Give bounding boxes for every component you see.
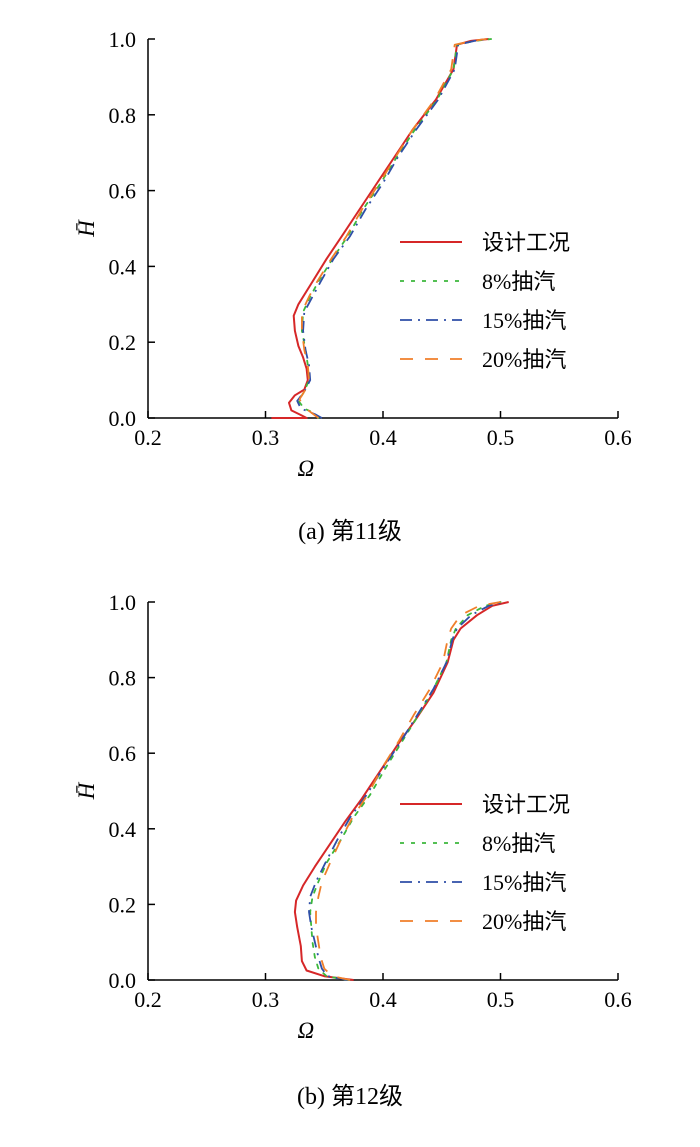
legend-label-4: 20%抽汽 <box>482 347 566 372</box>
series-line-3 <box>308 601 505 981</box>
series-line-4 <box>315 601 501 981</box>
x-tick-label: 0.6 <box>604 425 632 450</box>
y-tick-label: 0.8 <box>109 666 137 691</box>
y-tick-label: 0.6 <box>109 179 137 204</box>
y-tick-label: 0.2 <box>109 330 137 355</box>
legend-label-2: 8%抽汽 <box>482 831 555 856</box>
y-tick-label: 0.2 <box>109 892 137 917</box>
y-tick-label: 0.0 <box>109 968 137 993</box>
y-tick-label: 0.8 <box>109 103 137 128</box>
series-line-3 <box>296 38 489 419</box>
y-tick-label: 0.4 <box>109 254 137 279</box>
x-tick-label: 0.5 <box>487 987 515 1012</box>
legend-label-4: 20%抽汽 <box>482 909 566 934</box>
y-tick-label: 1.0 <box>109 590 137 615</box>
y-tick-label: 0.0 <box>109 406 137 431</box>
chart-panel-a: 0.2 0.3 0.4 0.5 0.60.00.20.40.60.81.0ΩH̄设计工况… <box>74 27 632 481</box>
y-tick-label: 0.4 <box>109 817 137 842</box>
legend-label-1: 设计工况 <box>482 792 570 817</box>
y-tick-label: 0.6 <box>109 741 137 766</box>
x-tick-label: 0.3 <box>252 425 280 450</box>
x-axis-title: Ω <box>297 456 314 481</box>
series-line-2 <box>297 38 492 419</box>
x-tick-label: 0.3 <box>252 987 280 1012</box>
x-tick-label: 0.4 <box>369 987 397 1012</box>
caption-a: (a) 第11级 <box>298 518 402 545</box>
series-line-1 <box>293 601 509 981</box>
series-line-2 <box>309 601 502 981</box>
caption-b: (b) 第12级 <box>297 1083 403 1110</box>
chart-panel-b: 0.2 0.3 0.4 0.5 0.60.00.20.40.60.81.0ΩH̄设计工况… <box>74 590 632 1043</box>
x-tick-label: 0.2 <box>134 987 162 1012</box>
y-axis-title: H̄ <box>74 219 99 238</box>
y-axis-title: H̄ <box>74 781 99 800</box>
legend-label-2: 8%抽汽 <box>482 269 555 294</box>
legend-label-3: 15%抽汽 <box>482 870 566 895</box>
x-axis-title: Ω <box>297 1018 314 1043</box>
x-tick-label: 0.6 <box>604 987 632 1012</box>
series-line-4 <box>298 38 487 419</box>
x-tick-label: 0.4 <box>369 425 397 450</box>
series-line-1 <box>271 38 489 419</box>
legend-label-3: 15%抽汽 <box>482 308 566 333</box>
x-tick-label: 0.2 <box>134 425 162 450</box>
y-tick-label: 1.0 <box>109 27 137 52</box>
x-tick-label: 0.5 <box>487 425 515 450</box>
legend-label-1: 设计工况 <box>482 230 570 255</box>
